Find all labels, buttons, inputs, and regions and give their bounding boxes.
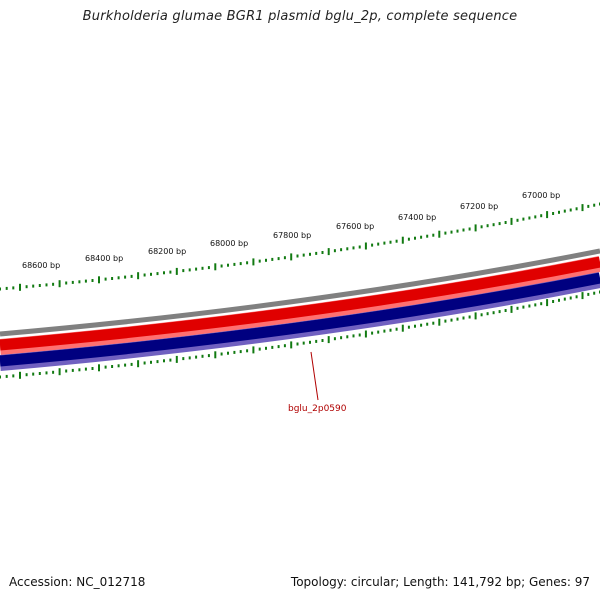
map-title: Burkholderia glumae BGR1 plasmid bglu_2p… (82, 9, 518, 24)
backbone-ring (0, 248, 600, 337)
inner-ruler (0, 290, 600, 379)
reverse-strand-gene[interactable] (0, 272, 600, 367)
forward-strand-gene[interactable] (0, 256, 600, 351)
ruler-label: 67200 bp (460, 202, 498, 211)
outer-ruler (0, 202, 600, 291)
backbone-ring-inner (0, 254, 600, 339)
ruler-label: 68600 bp (22, 261, 60, 270)
accession-text: Accession: NC_012718 (9, 575, 146, 589)
ruler-label: 68000 bp (210, 239, 248, 248)
ruler-label: 68200 bp (148, 247, 186, 256)
ruler-label: 68400 bp (85, 254, 123, 263)
ruler-labels: 68600 bp 68400 bp 68200 bp 68000 bp 6780… (22, 191, 560, 270)
gene-label[interactable]: bglu_2p0590 (288, 404, 347, 414)
ruler-label: 67400 bp (398, 213, 436, 222)
ruler-label: 67000 bp (522, 191, 560, 200)
gene-label-pointer (310, 351, 319, 401)
ruler-label: 67600 bp (336, 222, 374, 231)
ruler-label: 67800 bp (273, 231, 311, 240)
topology-info: Topology: circular; Length: 141,792 bp; … (290, 575, 590, 589)
